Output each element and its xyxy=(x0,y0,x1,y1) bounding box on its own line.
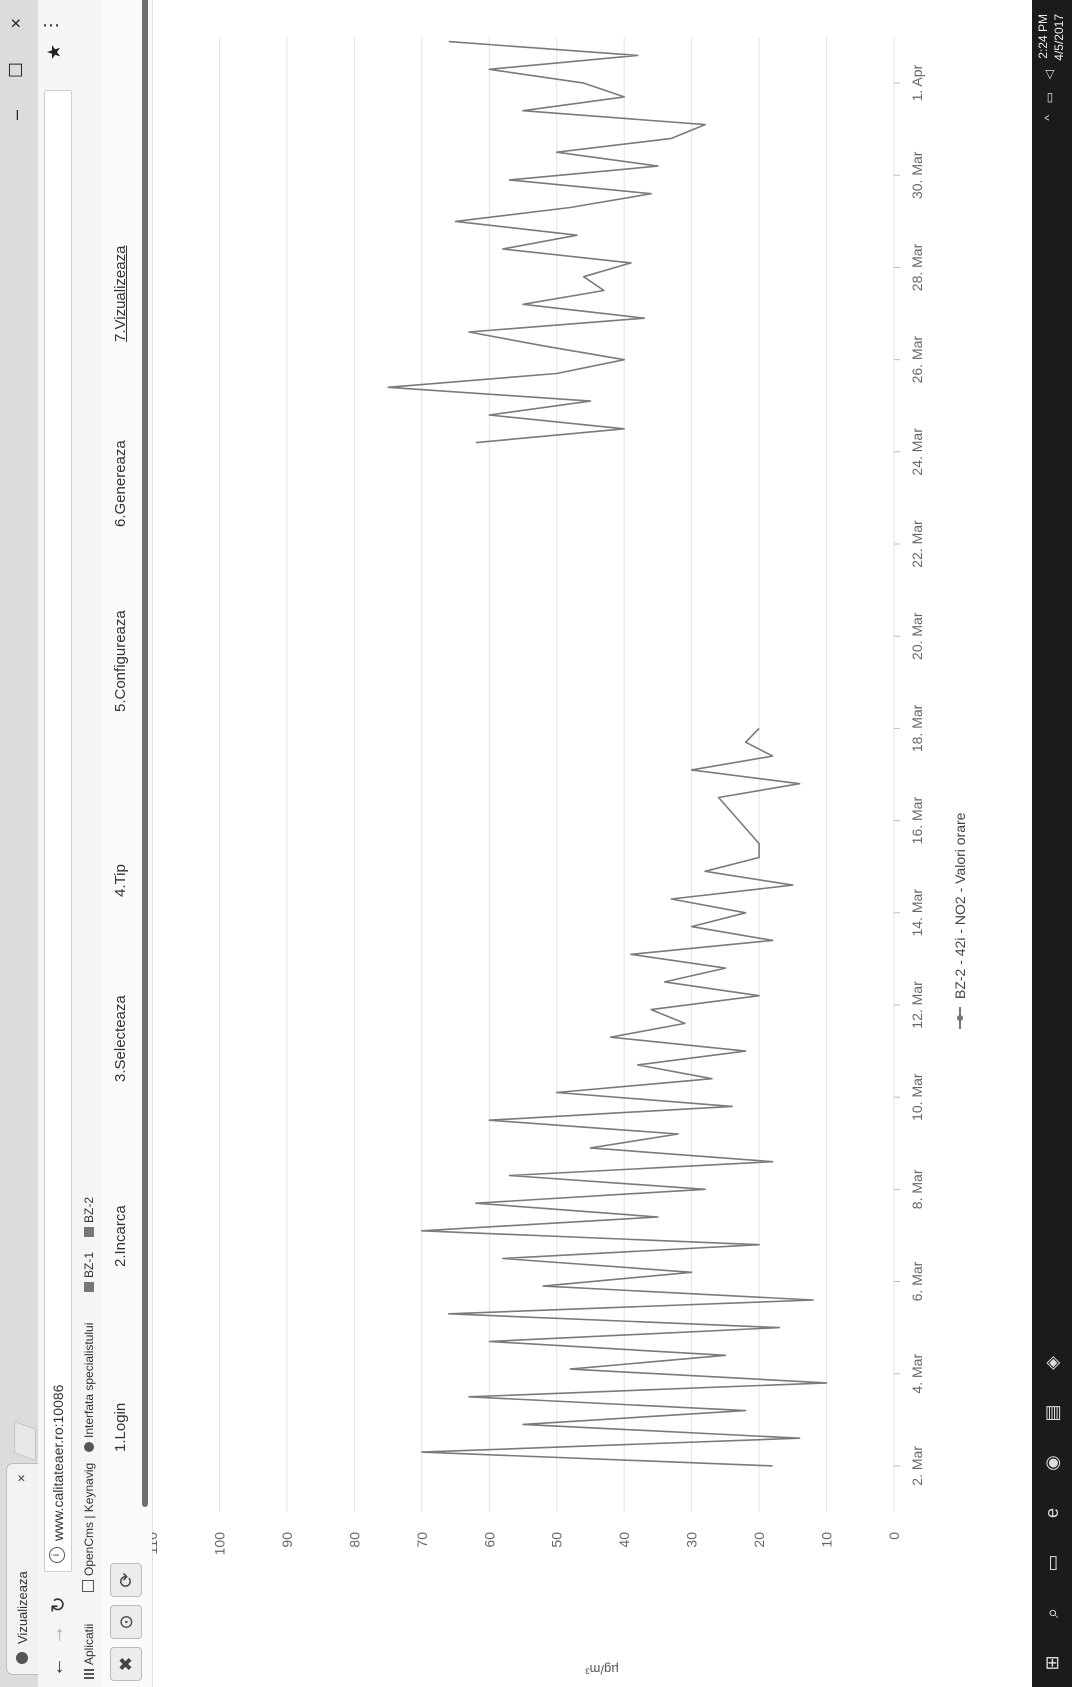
reload-cycle-icon[interactable]: ⟳ xyxy=(110,1563,142,1597)
page-icon xyxy=(82,1580,94,1592)
clock-date: 4/5/2017 xyxy=(1052,14,1066,61)
tray-chevron-icon[interactable]: ^ xyxy=(1042,115,1056,121)
file-explorer-icon[interactable]: ▤ xyxy=(1042,1404,1062,1422)
x-tick-label: 24. Mar xyxy=(909,428,925,476)
new-tab-button[interactable] xyxy=(14,1420,36,1462)
bookmark-label: BZ-1 xyxy=(82,1251,96,1278)
browser-menu-icon[interactable]: ⋯ xyxy=(42,15,60,35)
chrome-icon[interactable]: ◉ xyxy=(1042,1455,1062,1471)
url-text[interactable]: www.calitateaer.ro:10086 xyxy=(50,1384,66,1541)
windows-start-icon[interactable]: ⊞ xyxy=(1042,1655,1062,1671)
bookmark-label: BZ-2 xyxy=(82,1196,96,1223)
refresh-icon[interactable]: ⊙ xyxy=(110,1605,142,1639)
x-tick-label: 2. Mar xyxy=(909,1446,925,1486)
series-line[interactable] xyxy=(387,40,828,1467)
chart-gridlines xyxy=(152,37,895,1512)
task-view-icon[interactable]: ▭ xyxy=(1042,1554,1062,1572)
bookmark-apps[interactable]: Aplicatii xyxy=(82,1624,96,1679)
y-tick-label: 50 xyxy=(549,1532,565,1548)
maximize-button[interactable]: ☐ xyxy=(6,62,26,79)
bookmark-opencms[interactable]: OpenCms | Keynavig xyxy=(82,1463,96,1592)
x-tick-label: 16. Mar xyxy=(909,797,925,845)
x-tick-label: 14. Mar xyxy=(909,889,925,937)
tab-close-icon[interactable]: × xyxy=(13,1474,29,1483)
step-vizualizeaza[interactable]: 7.Vizualizeaza xyxy=(112,245,129,342)
tab-bar: Vizualizeaza × – ☐ × xyxy=(0,0,39,1687)
x-tick-label: 20. Mar xyxy=(909,612,925,660)
bookmarks-bar: Aplicatii OpenCms | Keynavig Interfata s… xyxy=(76,0,103,1687)
y-tick-label: 10 xyxy=(819,1532,835,1548)
y-tick-label: 90 xyxy=(279,1532,295,1548)
y-tick-label: 80 xyxy=(346,1532,362,1548)
site-info-icon[interactable]: i xyxy=(49,1547,65,1563)
address-toolbar: ← → ↻ i www.calitateaer.ro:10086 ★ ⋯ xyxy=(38,0,77,1687)
y-tick-label: 60 xyxy=(481,1532,497,1548)
close-window-button[interactable]: × xyxy=(6,18,26,29)
chart-icon xyxy=(84,1227,94,1237)
step-tip[interactable]: 4.Tip xyxy=(112,864,129,897)
back-arrow-icon[interactable]: ← xyxy=(46,1657,68,1677)
workflow-steps: ✖ ⊙ ⟳ 1.Login 2.Incarca 3.Selecteaza 4.T… xyxy=(102,0,153,1687)
y-tick-label: 30 xyxy=(684,1532,700,1548)
x-tick-label: 6. Mar xyxy=(909,1261,925,1301)
search-icon[interactable]: ⌕ xyxy=(1042,1607,1062,1619)
volume-icon[interactable]: ◁ xyxy=(1042,70,1056,80)
chart-legend[interactable]: BZ-2 - 42i - NO2 - Valori orare xyxy=(952,812,968,1029)
step-genereaza[interactable]: 6.Genereaza xyxy=(112,440,129,527)
step-configureaza[interactable]: 5.Configureaza xyxy=(112,610,129,712)
y-axis-ticks: 0 10 20 30 40 50 60 70 80 90 100 110 xyxy=(152,1532,902,1556)
legend-dot-marker xyxy=(957,1015,963,1021)
apps-grid-icon xyxy=(84,1669,94,1679)
browser-tab[interactable]: Vizualizeaza × xyxy=(6,1463,39,1675)
bookmark-bz1[interactable]: BZ-1 xyxy=(82,1252,96,1292)
step-login[interactable]: 1.Login xyxy=(112,1402,129,1452)
progress-bar xyxy=(142,0,148,1507)
x-tick-label: 18. Mar xyxy=(909,704,925,752)
bookmark-interfata[interactable]: Interfata specialistului xyxy=(82,1323,96,1452)
y-tick-label: 100 xyxy=(211,1532,227,1556)
clock[interactable]: 2:24 PM 4/5/2017 xyxy=(1035,14,1067,61)
x-tick-label: 10. Mar xyxy=(909,1073,925,1121)
bookmark-label: OpenCms | Keynavig xyxy=(82,1462,96,1576)
x-axis-ticks: 2. Mar 4. Mar 6. Mar 8. Mar 10. Mar 12. Mar 14… xyxy=(894,64,925,1486)
close-x-icon[interactable]: ✖ xyxy=(110,1647,142,1681)
y-tick-label: 0 xyxy=(886,1532,902,1540)
y-tick-label: 70 xyxy=(414,1532,430,1548)
no2-line-chart: 0 10 20 30 40 50 60 70 80 90 100 110 2. Mar 4. Mar 6.… xyxy=(152,37,968,1677)
windows-taskbar: ⊞ ⌕ ▭ e ◉ ▤ ◈ ^ ▭ ◁ 2:24 PM 4/5/2017 xyxy=(1032,0,1072,1687)
y-axis-label: µg/m³ xyxy=(585,1662,619,1677)
store-icon[interactable]: ◈ xyxy=(1042,1356,1062,1370)
x-tick-label: 22. Mar xyxy=(909,520,925,568)
network-icon[interactable]: ▭ xyxy=(1042,92,1056,104)
forward-arrow-icon[interactable]: → xyxy=(46,1625,68,1645)
tab-title: Vizualizeaza xyxy=(15,1571,30,1644)
edge-browser-icon[interactable]: e xyxy=(1042,1508,1062,1519)
address-bar[interactable]: i www.calitateaer.ro:10086 xyxy=(44,90,72,1572)
step-selecteaza[interactable]: 3.Selecteaza xyxy=(112,995,129,1082)
x-tick-label: 28. Mar xyxy=(909,243,925,291)
x-tick-label: 26. Mar xyxy=(909,336,925,384)
bookmark-label: Aplicatii xyxy=(82,1623,96,1665)
y-tick-label: 110 xyxy=(152,1532,160,1555)
minimize-button[interactable]: – xyxy=(6,110,26,121)
bookmark-star-icon[interactable]: ★ xyxy=(44,44,64,61)
chart-icon xyxy=(84,1282,94,1292)
favicon-icon xyxy=(16,1652,28,1664)
chart-series xyxy=(387,40,828,1467)
x-tick-label: 1. Apr xyxy=(909,64,925,101)
globe-icon xyxy=(84,1442,94,1452)
y-tick-label: 40 xyxy=(616,1532,632,1548)
reload-icon[interactable]: ↻ xyxy=(48,1596,70,1613)
x-tick-label: 4. Mar xyxy=(909,1354,925,1394)
legend-label: BZ-2 - 42i - NO2 - Valori orare xyxy=(952,812,968,999)
clock-time: 2:24 PM xyxy=(1036,14,1050,59)
step-incarca[interactable]: 2.Incarca xyxy=(112,1205,129,1267)
x-tick-label: 30. Mar xyxy=(909,151,925,199)
x-tick-label: 8. Mar xyxy=(909,1169,925,1209)
y-tick-label: 20 xyxy=(751,1532,767,1548)
bookmark-label: Interfata specialistului xyxy=(82,1322,96,1438)
x-tick-label: 12. Mar xyxy=(909,981,925,1029)
bookmark-bz2[interactable]: BZ-2 xyxy=(82,1197,96,1237)
